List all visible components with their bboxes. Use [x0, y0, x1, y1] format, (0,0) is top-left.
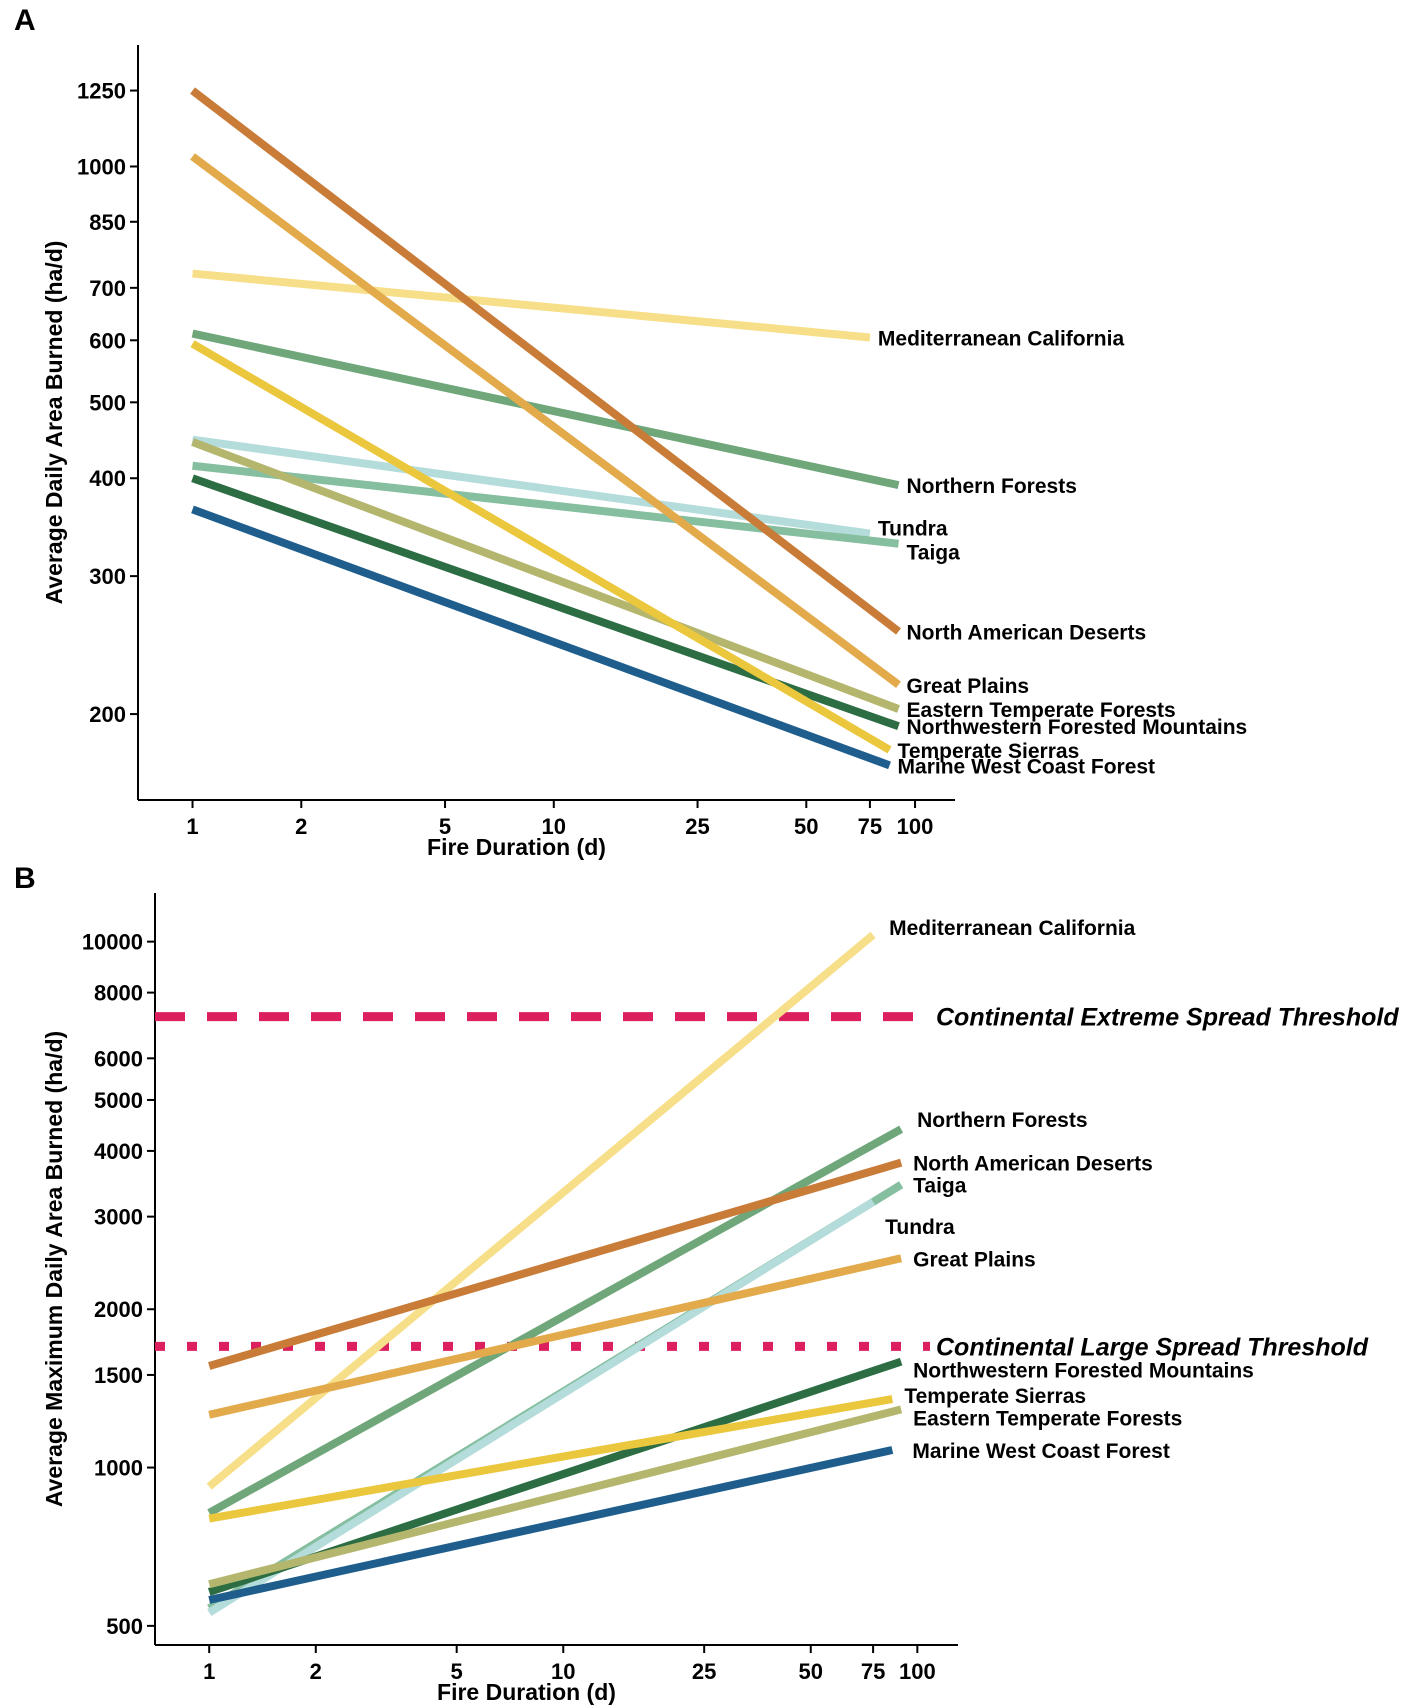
- threshold-label-continental-large-spread-threshold: Continental Large Spread Threshold: [936, 1333, 1369, 1361]
- panel-b-series-label-marine-west-coast-forest: Marine West Coast Forest: [912, 1440, 1170, 1463]
- panel-a-series-line-tundra: [191, 435, 871, 538]
- panel-a-series-label-great-plains: Great Plains: [907, 675, 1030, 698]
- panel-b-series-label-taiga: Taiga: [913, 1175, 967, 1198]
- panel-a-x-axis-title: Fire Duration (d): [427, 834, 606, 860]
- panel-b-thresholds: Continental Extreme Spread Threshold Cont…: [155, 1004, 1399, 1361]
- panel-b-series-line-marine-west-coast-forest: [208, 1446, 894, 1604]
- panel-a-series-line-taiga: [192, 461, 899, 548]
- panel-a-series-label-tundra: Tundra: [878, 518, 948, 541]
- panel-b-series-line-temperate-sierras: [208, 1395, 894, 1523]
- panel-b-series-label-tundra: Tundra: [885, 1216, 955, 1239]
- panel-a-series-label-eastern-temperate-forests: Eastern Temperate Forests: [907, 699, 1176, 722]
- panel-b-x-tick-label-25: 25: [692, 1659, 716, 1684]
- panel-b-y-tick-label-10000: 10000: [82, 930, 143, 955]
- panel-b-y-tick-label-3000: 3000: [94, 1205, 143, 1230]
- panel-a-ticks: 1 2 5 10 25 50 75 10020030040050060070085010001…: [77, 79, 933, 839]
- panel-b-y-tick-label-6000: 6000: [94, 1046, 143, 1071]
- panel-b-x-tick-label-5: 5: [451, 1659, 463, 1684]
- panel-b-series-line-mediterranean-california: [206, 931, 876, 1490]
- panel-b-y-tick-label-8000: 8000: [94, 981, 143, 1006]
- panel-a-series-line-northern-forests: [191, 329, 900, 490]
- panel-a-series-label-north-american-deserts: North American Deserts: [907, 621, 1147, 644]
- panel-b-series-line-north-american-deserts: [208, 1158, 903, 1370]
- panel-b-series: [206, 931, 904, 1616]
- panel-a-y-tick-label-1250: 1250: [77, 79, 126, 104]
- panel-a-series-line-marine-west-coast-forest: [191, 505, 891, 770]
- panel-b-series-line-tundra: [207, 1198, 876, 1616]
- panel-b-series-label-eastern-temperate-forests: Eastern Temperate Forests: [913, 1407, 1182, 1430]
- panel-b-x-tick-label-1: 1: [203, 1659, 215, 1684]
- panel-b-series-label-temperate-sierras: Temperate Sierras: [904, 1385, 1086, 1408]
- panel-b-x-tick-label-10: 10: [551, 1659, 575, 1684]
- panel-b-letter: B: [14, 862, 36, 895]
- panel-b-x-axis-title: Fire Duration (d): [437, 1679, 616, 1705]
- panel-a-x-tick-label-25: 25: [685, 814, 709, 839]
- panel-a-y-axis-title: Average Daily Area Burned (ha/d): [41, 241, 67, 605]
- panel-b-y-tick-label-500: 500: [106, 1614, 143, 1639]
- panel-a-series-line-mediterranean-california: [192, 269, 871, 342]
- panel-a-y-tick-label-700: 700: [89, 276, 126, 301]
- panel-b-series-line-great-plains: [208, 1254, 903, 1419]
- panel-a-x-tick-label-2: 2: [295, 814, 307, 839]
- panel-b-y-axis-title: Average Maximum Daily Area Burned (ha/d): [41, 1031, 67, 1507]
- panel-a-y-tick-label-400: 400: [89, 466, 126, 491]
- panel-a-y-tick-label-200: 200: [89, 702, 126, 727]
- panel-a-y-tick-label-300: 300: [89, 564, 126, 589]
- panel-a-x-tick-label-10: 10: [542, 814, 566, 839]
- panel-a-letter: A: [14, 4, 36, 37]
- panel-a-y-tick-label-850: 850: [89, 210, 126, 235]
- panel-b-series-label-great-plains: Great Plains: [913, 1248, 1036, 1271]
- panel-a-series-label-northwestern-forested-mountains: Northwestern Forested Mountains: [907, 716, 1248, 739]
- panel-b-series-label-mediterranean-california: Mediterranean California: [889, 917, 1136, 940]
- panel-a-x-tick-label-50: 50: [794, 814, 818, 839]
- panel-a-series-label-temperate-sierras: Temperate Sierras: [898, 740, 1080, 763]
- panel-a-x-tick-label-100: 100: [897, 814, 934, 839]
- panel-a-y-tick-label-1000: 1000: [77, 154, 126, 179]
- panel-b-ticks: 1 2 5 10 25 50 75 10050010001500200030004000500…: [82, 930, 936, 1684]
- panel-b-series-labels: Mediterranean California Northern Forests…: [885, 917, 1254, 1463]
- threshold-label-continental-extreme-spread-threshold: Continental Extreme Spread Threshold: [936, 1004, 1399, 1032]
- panel-a-series-line-great-plains: [190, 153, 901, 688]
- panel-a-series-line-temperate-sierras: [190, 340, 892, 754]
- panel-b-series-label-northwestern-forested-mountains: Northwestern Forested Mountains: [913, 1360, 1254, 1383]
- panel-a-x-tick-label-1: 1: [186, 814, 198, 839]
- panel-a-x-tick-label-5: 5: [439, 814, 451, 839]
- panel-b-x-tick-label-100: 100: [899, 1659, 936, 1684]
- panel-b-y-tick-label-1500: 1500: [94, 1363, 143, 1388]
- panel-b-series-label-north-american-deserts: North American Deserts: [913, 1153, 1153, 1176]
- panel-a-series-line-north-american-deserts: [190, 87, 901, 635]
- panel-a-series-label-northern-forests: Northern Forests: [907, 475, 1077, 498]
- panel-b-y-tick-label-1000: 1000: [94, 1456, 143, 1481]
- panel-b-y-tick-label-4000: 4000: [94, 1139, 143, 1164]
- panel-b-x-tick-label-75: 75: [861, 1659, 885, 1684]
- panel-a-series-label-taiga: Taiga: [907, 542, 961, 565]
- panel-a-x-tick-label-75: 75: [858, 814, 882, 839]
- panel-a-series-labels: Mediterranean California Northern Forests…: [878, 327, 1247, 778]
- panel-a-y-tick-label-600: 600: [89, 328, 126, 353]
- panel-b-y-tick-label-2000: 2000: [94, 1297, 143, 1322]
- panel-b-x-tick-label-2: 2: [310, 1659, 322, 1684]
- panel-a-series-line-eastern-temperate-forests: [191, 438, 900, 713]
- panel-a-series: [190, 87, 901, 770]
- panel-a: A 1 2 5 10 25 50 75 100200300400500600700850100…: [14, 4, 1247, 860]
- panel-b-x-tick-label-50: 50: [799, 1659, 823, 1684]
- panel-a-y-tick-label-500: 500: [89, 390, 126, 415]
- panel-b: B 1 2 5 10 25 50 75 100500100015002000300040005…: [14, 862, 1399, 1705]
- panel-b-series-line-eastern-temperate-forests: [208, 1405, 903, 1589]
- panel-b-series-label-northern-forests: Northern Forests: [917, 1109, 1087, 1132]
- panel-a-series-label-mediterranean-california: Mediterranean California: [878, 327, 1125, 350]
- panel-a-series-label-marine-west-coast-forest: Marine West Coast Forest: [898, 755, 1156, 778]
- panel-b-y-tick-label-5000: 5000: [94, 1088, 143, 1113]
